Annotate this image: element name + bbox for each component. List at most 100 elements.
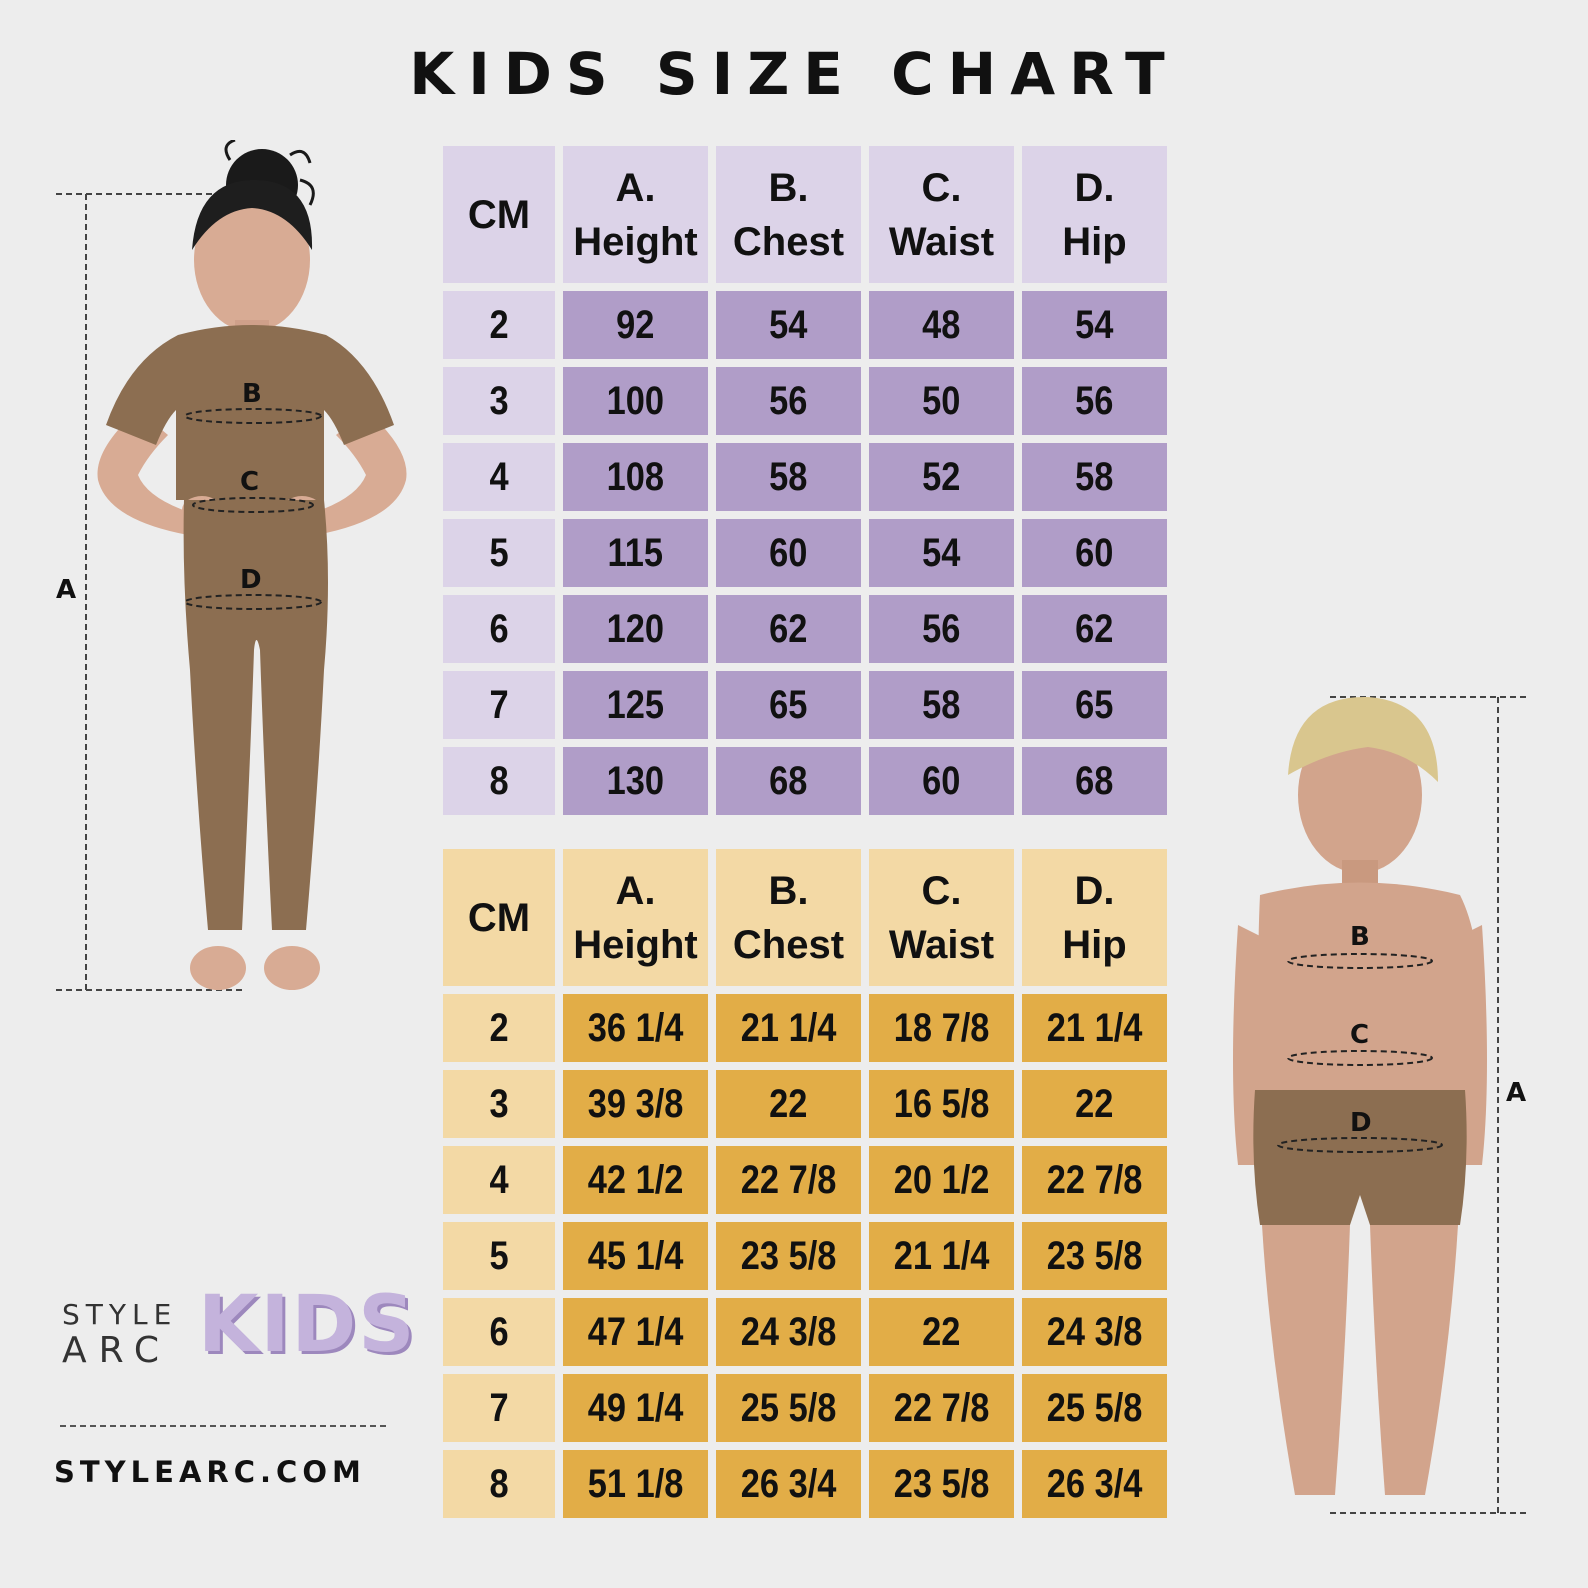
header-cell: CM — [443, 146, 555, 283]
table-row: 7 125 65 58 65 — [443, 671, 1167, 739]
size-cell: 5 — [443, 519, 555, 587]
cell-text: 58 — [922, 682, 961, 727]
value-cell: 21 1/4 — [716, 994, 861, 1062]
cell-text: 2 — [489, 302, 509, 347]
header-label: Chest — [732, 219, 845, 264]
header-cell: C. Waist — [869, 146, 1014, 283]
inch-size-table: CM A. Height B. Chest C. Waist D. Hip 2 36 1/4 21 1… — [435, 841, 1175, 1526]
cell-text: 58 — [769, 454, 808, 499]
header-cell: C. Waist — [869, 849, 1014, 986]
brand-url: STYLEARC.COM — [54, 1455, 366, 1489]
header-label: Waist — [888, 219, 995, 264]
cell-text: 60 — [922, 758, 961, 803]
cell-text: 22 — [922, 1309, 961, 1354]
cell-text: 60 — [769, 530, 808, 575]
value-cell: 62 — [1022, 595, 1167, 663]
value-cell: 23 5/8 — [1022, 1222, 1167, 1290]
value-cell: 45 1/4 — [563, 1222, 708, 1290]
table-row: 8 130 68 60 68 — [443, 747, 1167, 815]
cell-text: 108 — [606, 454, 665, 499]
cell-text: 48 — [922, 302, 961, 347]
header-label: Waist — [888, 922, 995, 967]
cm-size-table: CM A. Height B. Chest C. Waist D. Hip 2 92 54 48 54 3 1… — [435, 138, 1175, 823]
brand-divider — [60, 1425, 386, 1427]
value-cell: 51 1/8 — [563, 1450, 708, 1518]
table-row: 8 51 1/8 26 3/4 23 5/8 26 3/4 — [443, 1450, 1167, 1518]
boy-label-b: B — [1350, 922, 1370, 952]
girl-figure: B C D A — [56, 140, 407, 991]
value-cell: 20 1/2 — [869, 1146, 1014, 1214]
table-row: 6 120 62 56 62 — [443, 595, 1167, 663]
girl-label-d: D — [240, 565, 262, 595]
girl-label-b: B — [242, 379, 262, 409]
size-cell: 3 — [443, 367, 555, 435]
cell-text: 8 — [489, 758, 509, 803]
header-cell: B. Chest — [716, 849, 861, 986]
cell-text: 5 — [489, 530, 509, 575]
cell-text: 26 3/4 — [1046, 1461, 1143, 1506]
header-letter: D. — [1074, 868, 1115, 913]
cell-text: 4 — [489, 454, 509, 499]
value-cell: 49 1/4 — [563, 1374, 708, 1442]
cell-text: 20 1/2 — [893, 1157, 990, 1202]
cell-text: 52 — [922, 454, 961, 499]
cell-text: 3 — [489, 1081, 509, 1126]
cell-text: 62 — [769, 606, 808, 651]
table-row: 2 36 1/4 21 1/4 18 7/8 21 1/4 — [443, 994, 1167, 1062]
value-cell: 42 1/2 — [563, 1146, 708, 1214]
cell-text: 21 1/4 — [893, 1233, 990, 1278]
cell-text: 60 — [1075, 530, 1114, 575]
size-cell: 8 — [443, 747, 555, 815]
value-cell: 65 — [716, 671, 861, 739]
header-row: CM A. Height B. Chest C. Waist D. Hip — [443, 146, 1167, 283]
brand-arc-text: ARC — [62, 1330, 171, 1371]
size-cell: 2 — [443, 291, 555, 359]
boy-label-c: C — [1350, 1020, 1369, 1050]
girl-label-c: C — [240, 467, 259, 497]
value-cell: 26 3/4 — [716, 1450, 861, 1518]
value-cell: 24 3/8 — [1022, 1298, 1167, 1366]
cell-text: 24 3/8 — [1046, 1309, 1143, 1354]
size-cell: 4 — [443, 443, 555, 511]
header-letter: A. — [615, 165, 656, 210]
cell-text: 68 — [769, 758, 808, 803]
header-cell: D. Hip — [1022, 849, 1167, 986]
cell-text: 54 — [769, 302, 808, 347]
cell-text: 7 — [489, 1385, 509, 1430]
value-cell: 23 5/8 — [869, 1450, 1014, 1518]
cell-text: 22 7/8 — [1046, 1157, 1143, 1202]
cell-text: 92 — [616, 302, 655, 347]
cell-text: 25 5/8 — [1046, 1385, 1143, 1430]
table-row: 7 49 1/4 25 5/8 22 7/8 25 5/8 — [443, 1374, 1167, 1442]
brand-style-text: STYLE — [62, 1298, 178, 1331]
table-row: 5 115 60 54 60 — [443, 519, 1167, 587]
value-cell: 92 — [563, 291, 708, 359]
cell-text: 49 1/4 — [587, 1385, 684, 1430]
cell-text: 54 — [922, 530, 961, 575]
value-cell: 125 — [563, 671, 708, 739]
header-letter: A. — [615, 868, 656, 913]
cell-text: 23 5/8 — [740, 1233, 837, 1278]
cell-text: 24 3/8 — [740, 1309, 837, 1354]
cell-text: 51 1/8 — [587, 1461, 684, 1506]
header-row: CM A. Height B. Chest C. Waist D. Hip — [443, 849, 1167, 986]
value-cell: 21 1/4 — [1022, 994, 1167, 1062]
header-letter: B. — [768, 868, 809, 913]
cell-text: 54 — [1075, 302, 1114, 347]
value-cell: 120 — [563, 595, 708, 663]
cell-text: 130 — [606, 758, 665, 803]
cell-text: 68 — [1075, 758, 1114, 803]
value-cell: 21 1/4 — [869, 1222, 1014, 1290]
header-letter: C. — [921, 868, 962, 913]
cell-text: 62 — [1075, 606, 1114, 651]
size-cell: 6 — [443, 595, 555, 663]
value-cell: 54 — [1022, 291, 1167, 359]
header-cell: D. Hip — [1022, 146, 1167, 283]
value-cell: 25 5/8 — [1022, 1374, 1167, 1442]
value-cell: 54 — [716, 291, 861, 359]
cell-text: 65 — [769, 682, 808, 727]
value-cell: 54 — [869, 519, 1014, 587]
value-cell: 68 — [716, 747, 861, 815]
header-cell: A. Height — [563, 146, 708, 283]
cell-text: 50 — [922, 378, 961, 423]
